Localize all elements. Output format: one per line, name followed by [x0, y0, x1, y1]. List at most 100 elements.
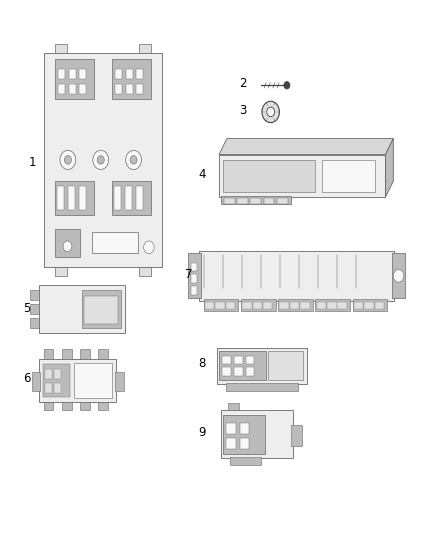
- Bar: [125, 186, 132, 210]
- Bar: [45, 383, 52, 393]
- Bar: [139, 44, 151, 53]
- Bar: [217, 348, 307, 384]
- Bar: [136, 84, 143, 94]
- Bar: [226, 302, 235, 309]
- Bar: [30, 304, 39, 314]
- Bar: [62, 349, 71, 359]
- Circle shape: [130, 156, 137, 164]
- Bar: [322, 160, 375, 192]
- Bar: [126, 69, 133, 79]
- Bar: [112, 59, 151, 99]
- Circle shape: [93, 150, 109, 169]
- Bar: [226, 438, 236, 449]
- Bar: [224, 198, 235, 204]
- Text: 2: 2: [239, 77, 247, 90]
- Bar: [58, 84, 65, 94]
- Bar: [54, 369, 61, 379]
- Bar: [300, 302, 310, 309]
- Bar: [234, 367, 243, 376]
- Circle shape: [144, 241, 154, 254]
- Bar: [112, 181, 151, 215]
- Bar: [79, 69, 86, 79]
- Bar: [230, 457, 261, 465]
- Bar: [191, 263, 197, 271]
- Circle shape: [64, 156, 71, 164]
- Bar: [80, 402, 89, 410]
- Bar: [242, 302, 252, 309]
- Bar: [69, 69, 76, 79]
- Bar: [204, 299, 238, 311]
- Bar: [55, 229, 80, 257]
- Bar: [126, 84, 133, 94]
- Bar: [39, 359, 116, 402]
- Bar: [246, 356, 254, 364]
- Bar: [98, 349, 108, 359]
- Bar: [44, 402, 53, 410]
- Bar: [240, 423, 249, 434]
- Bar: [223, 415, 265, 454]
- Bar: [205, 302, 215, 309]
- Bar: [80, 349, 89, 359]
- Bar: [251, 198, 261, 204]
- Bar: [219, 155, 385, 197]
- Bar: [55, 44, 67, 53]
- Bar: [237, 198, 248, 204]
- Circle shape: [393, 269, 404, 282]
- Bar: [353, 299, 387, 311]
- Bar: [223, 160, 315, 192]
- Bar: [277, 198, 288, 204]
- Bar: [55, 266, 67, 276]
- Bar: [228, 403, 239, 410]
- Bar: [55, 59, 94, 99]
- Bar: [317, 302, 326, 309]
- Text: 7: 7: [184, 268, 192, 281]
- Bar: [215, 302, 225, 309]
- Bar: [268, 351, 303, 380]
- Bar: [139, 266, 151, 276]
- Bar: [374, 302, 384, 309]
- Bar: [74, 363, 112, 398]
- Bar: [39, 285, 125, 333]
- Text: 1: 1: [29, 156, 37, 169]
- Bar: [279, 302, 289, 309]
- Text: 9: 9: [198, 426, 206, 439]
- Circle shape: [284, 82, 290, 89]
- Bar: [199, 251, 394, 301]
- Bar: [246, 367, 254, 376]
- Bar: [115, 69, 122, 79]
- Bar: [115, 84, 122, 94]
- Circle shape: [262, 101, 279, 123]
- Text: 6: 6: [23, 372, 31, 385]
- Bar: [191, 274, 197, 283]
- Circle shape: [97, 156, 104, 164]
- Circle shape: [267, 107, 275, 117]
- Text: 4: 4: [198, 168, 206, 181]
- Circle shape: [60, 150, 76, 169]
- Bar: [79, 186, 86, 210]
- Bar: [253, 302, 262, 309]
- Bar: [54, 383, 61, 393]
- Bar: [264, 198, 275, 204]
- Bar: [221, 410, 293, 458]
- Bar: [337, 302, 347, 309]
- Bar: [354, 302, 364, 309]
- Bar: [392, 253, 405, 298]
- Bar: [30, 318, 39, 328]
- Polygon shape: [219, 139, 393, 155]
- Bar: [57, 186, 64, 210]
- Bar: [45, 369, 52, 379]
- Bar: [44, 349, 53, 359]
- Bar: [263, 302, 272, 309]
- Text: 5: 5: [24, 302, 31, 314]
- Polygon shape: [385, 139, 393, 197]
- Bar: [222, 356, 231, 364]
- Bar: [84, 296, 118, 324]
- Bar: [234, 356, 243, 364]
- Bar: [114, 186, 121, 210]
- Bar: [136, 186, 143, 210]
- Bar: [58, 69, 65, 79]
- Bar: [32, 372, 40, 391]
- Circle shape: [63, 241, 72, 252]
- Bar: [291, 425, 302, 447]
- Bar: [115, 372, 124, 391]
